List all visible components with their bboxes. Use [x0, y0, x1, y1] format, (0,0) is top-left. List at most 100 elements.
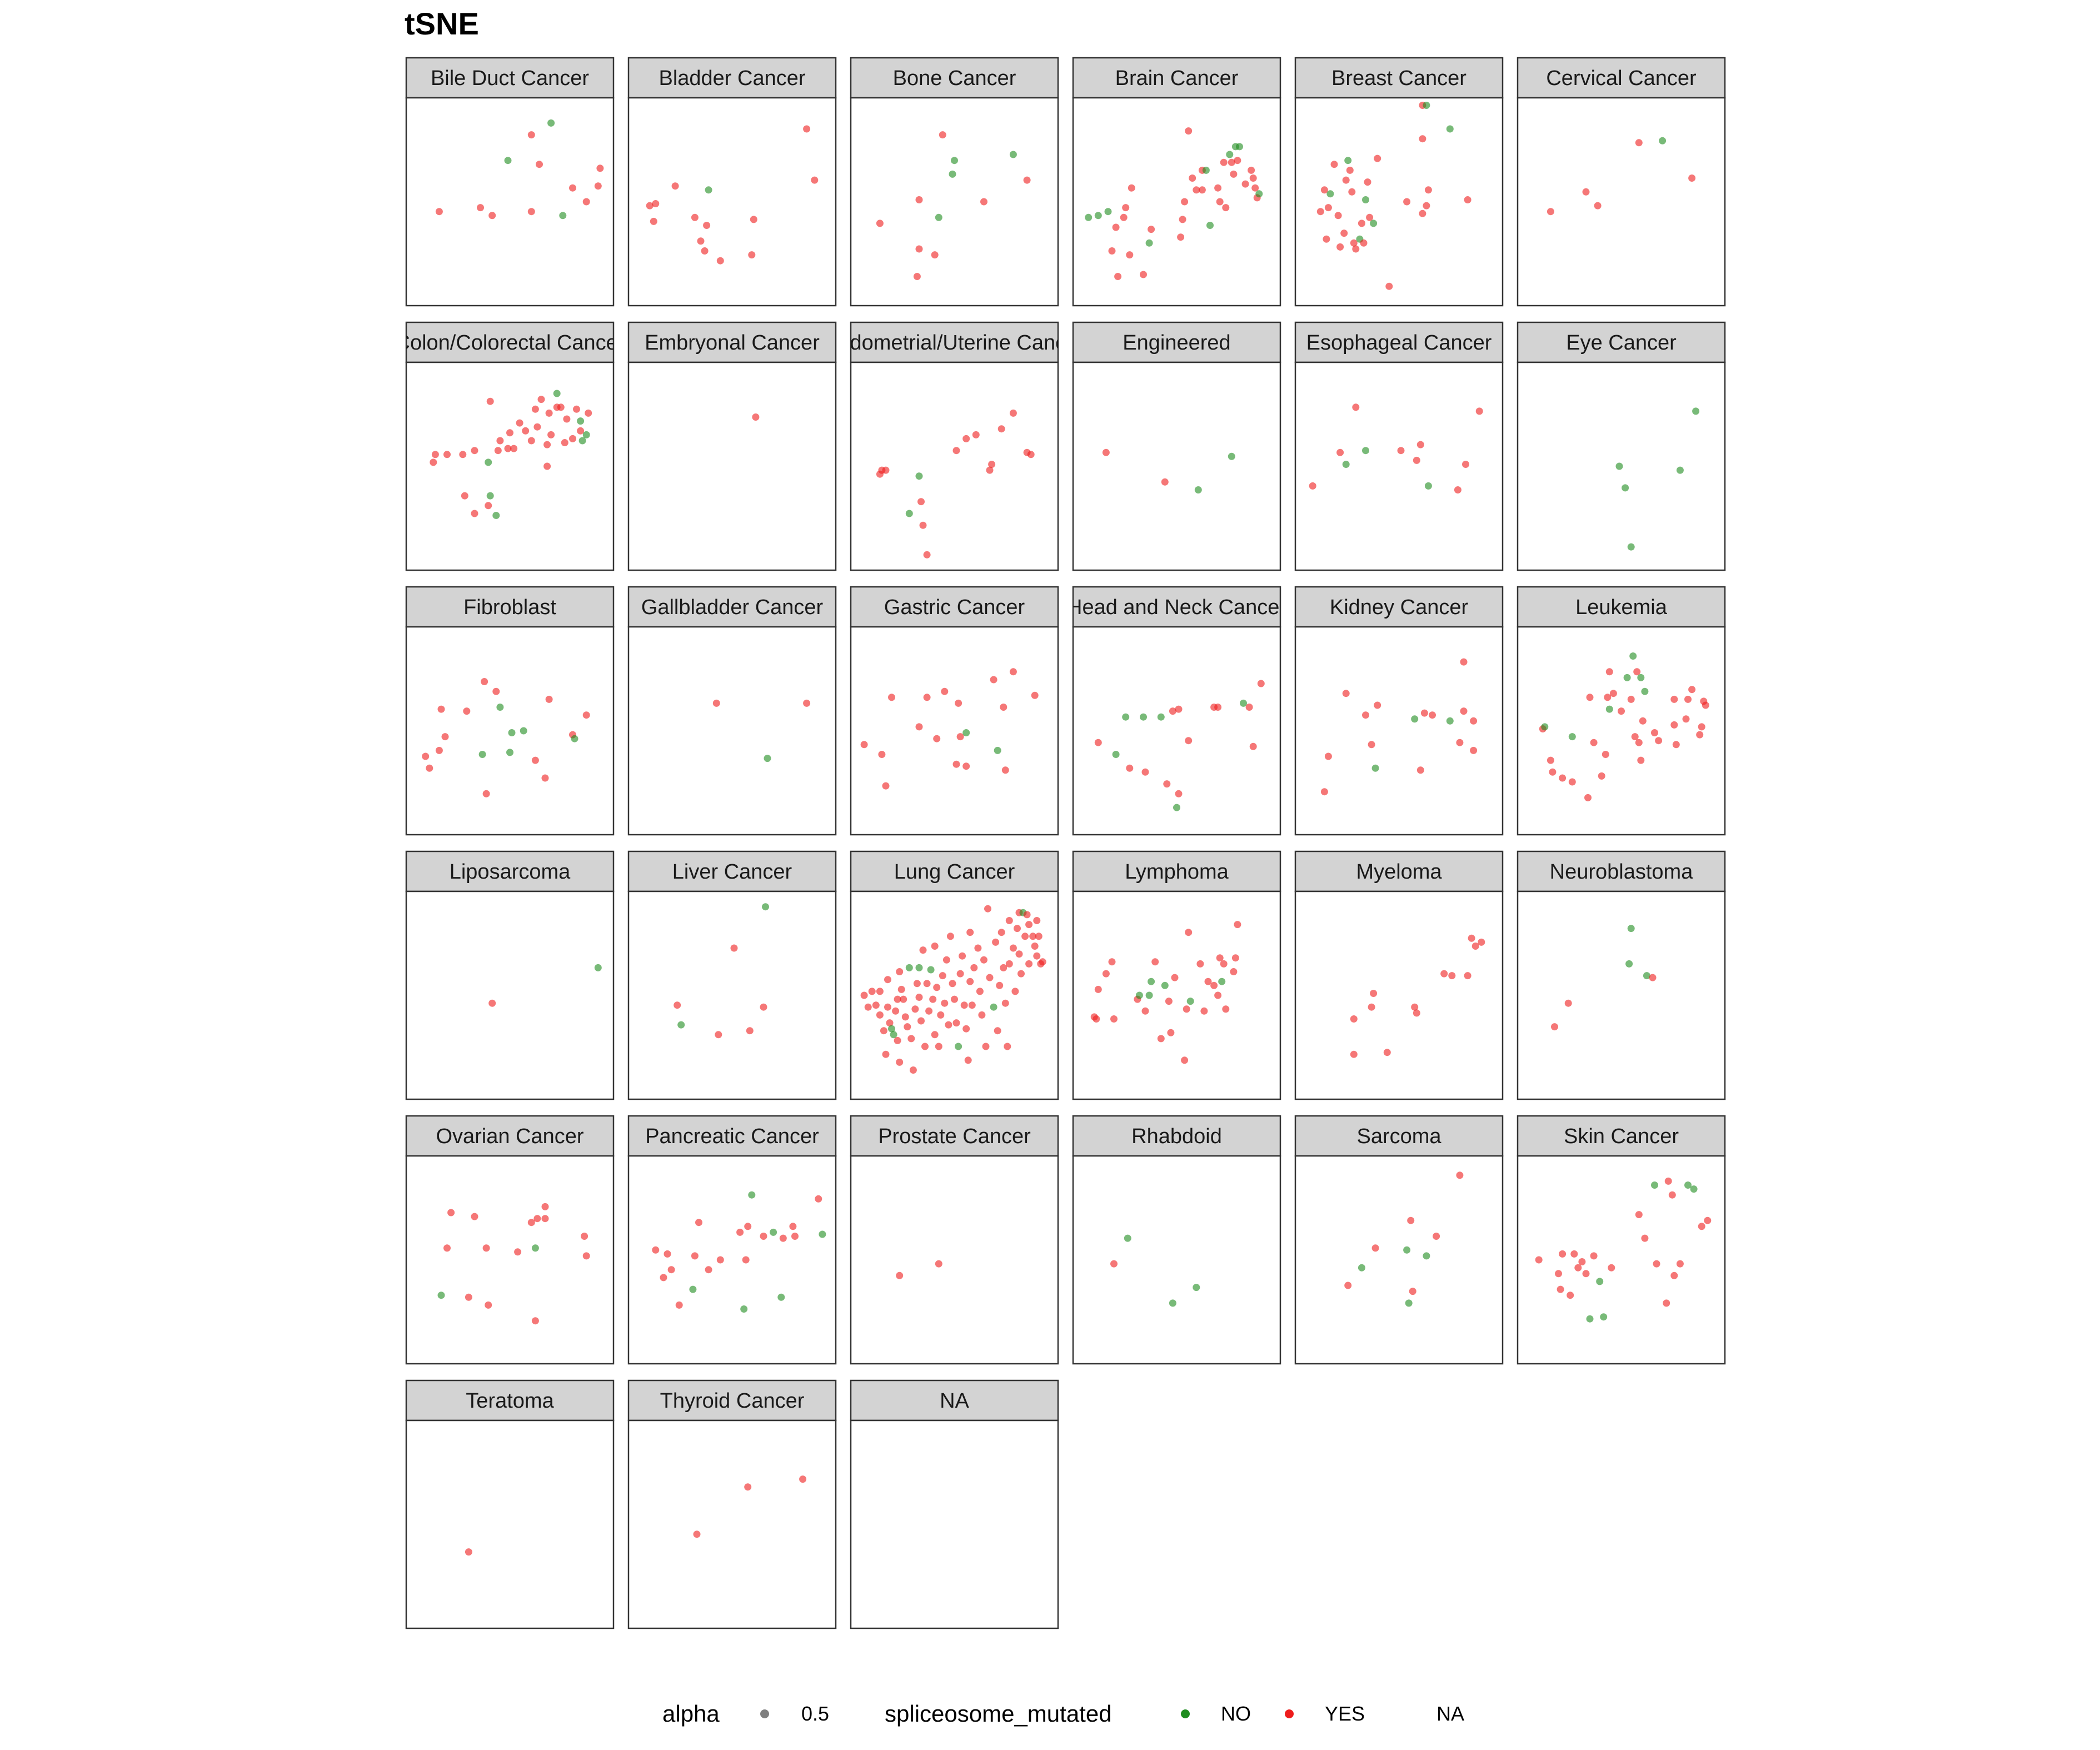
point-yes — [750, 216, 757, 223]
point-yes — [459, 451, 467, 458]
point-no — [705, 186, 712, 194]
facet-strip — [1294, 57, 1504, 99]
point-yes — [894, 1036, 901, 1044]
facet-plot-area — [1072, 1155, 1281, 1365]
point-yes — [716, 257, 724, 265]
point-no — [1423, 1252, 1430, 1260]
point-no — [1169, 1299, 1176, 1307]
point-yes — [1340, 230, 1348, 237]
point-yes — [1110, 1260, 1118, 1268]
point-yes — [1102, 970, 1110, 978]
point-no — [1358, 1264, 1365, 1272]
point-yes — [803, 125, 811, 133]
point-yes — [437, 705, 445, 713]
point-yes — [1362, 711, 1369, 719]
point-yes — [1342, 176, 1350, 184]
point-yes — [494, 447, 502, 455]
point-yes — [431, 451, 439, 458]
point-yes — [1633, 668, 1641, 676]
point-no — [1344, 157, 1352, 164]
facet-strip-label: Kidney Cancer — [1330, 596, 1469, 619]
point-yes — [585, 409, 592, 417]
point-yes — [970, 964, 978, 971]
point-yes — [960, 1001, 968, 1009]
facet-plot-area — [850, 97, 1059, 307]
facet-plot-area — [1517, 890, 1726, 1100]
point-yes — [712, 699, 720, 707]
point-yes — [1420, 709, 1428, 717]
facet-engineered: Engineered — [1072, 321, 1281, 571]
point-no — [1148, 978, 1155, 985]
facet-strip-label: Gallbladder Cancer — [641, 596, 824, 619]
point-yes — [1031, 943, 1039, 950]
point-yes — [1214, 184, 1222, 192]
point-yes — [506, 429, 513, 437]
point-yes — [923, 694, 931, 701]
point-yes — [471, 447, 478, 455]
point-yes — [485, 1301, 492, 1309]
point-yes — [1108, 958, 1116, 966]
point-yes — [1409, 1288, 1416, 1295]
point-yes — [919, 521, 927, 529]
point-yes — [748, 251, 756, 259]
facet-strip — [1072, 1115, 1281, 1157]
point-no — [478, 751, 486, 758]
point-yes — [919, 946, 927, 954]
point-yes — [1456, 739, 1464, 746]
point-yes — [471, 1213, 478, 1220]
point-yes — [935, 1260, 942, 1268]
point-yes — [441, 733, 449, 741]
point-yes — [964, 1056, 972, 1064]
facet-strip-label: Lymphoma — [1125, 860, 1229, 884]
point-no — [1627, 925, 1635, 933]
facet-strip-label: Endometrial/Uterine Cancer — [824, 331, 1085, 355]
point-yes — [1324, 752, 1332, 760]
facet-strip-label: Cervical Cancer — [1546, 67, 1697, 90]
point-yes — [1472, 943, 1479, 950]
point-no — [935, 213, 942, 221]
facet-eye-cancer: Eye Cancer — [1517, 321, 1726, 571]
point-yes — [1245, 704, 1253, 711]
point-yes — [674, 1001, 681, 1009]
point-yes — [1670, 695, 1678, 703]
point-yes — [1023, 911, 1031, 919]
point-no — [1255, 190, 1263, 198]
facet-gastric-cancer: Gastric Cancer — [850, 586, 1059, 836]
point-yes — [1374, 154, 1381, 162]
facet-strip-label: Bone Cancer — [893, 67, 1016, 90]
point-yes — [986, 974, 994, 981]
point-yes — [1000, 704, 1007, 711]
facet-plot-area — [627, 97, 837, 307]
point-yes — [980, 198, 987, 206]
facet-strip-label: Fibroblast — [463, 596, 556, 619]
point-yes — [860, 741, 868, 749]
point-yes — [1230, 968, 1238, 975]
facet-cervical-cancer: Cervical Cancer — [1517, 57, 1726, 307]
point-no — [437, 1292, 445, 1299]
point-no — [1206, 222, 1214, 229]
point-yes — [1230, 170, 1238, 178]
point-no — [1629, 652, 1637, 660]
point-no — [1122, 713, 1130, 721]
facet-strip-label: Liposarcoma — [450, 860, 571, 884]
facet-strip — [1072, 850, 1281, 893]
point-yes — [1605, 668, 1613, 676]
point-yes — [504, 445, 512, 452]
point-yes — [1021, 933, 1029, 940]
facet-plot-area — [405, 1419, 615, 1629]
point-no — [1643, 972, 1650, 980]
point-yes — [1204, 978, 1212, 985]
point-no — [764, 755, 771, 762]
point-yes — [485, 502, 492, 510]
point-yes — [1590, 1252, 1598, 1260]
legend-key-yes — [1285, 1709, 1294, 1718]
point-no — [1623, 674, 1631, 681]
point-no — [1411, 715, 1419, 723]
point-yes — [974, 944, 982, 952]
point-yes — [994, 1027, 1001, 1035]
point-no — [951, 157, 958, 164]
facet-strip-label: Lung Cancer — [894, 860, 1015, 884]
point-yes — [1151, 958, 1159, 966]
point-yes — [1397, 447, 1405, 455]
point-yes — [541, 1203, 549, 1210]
